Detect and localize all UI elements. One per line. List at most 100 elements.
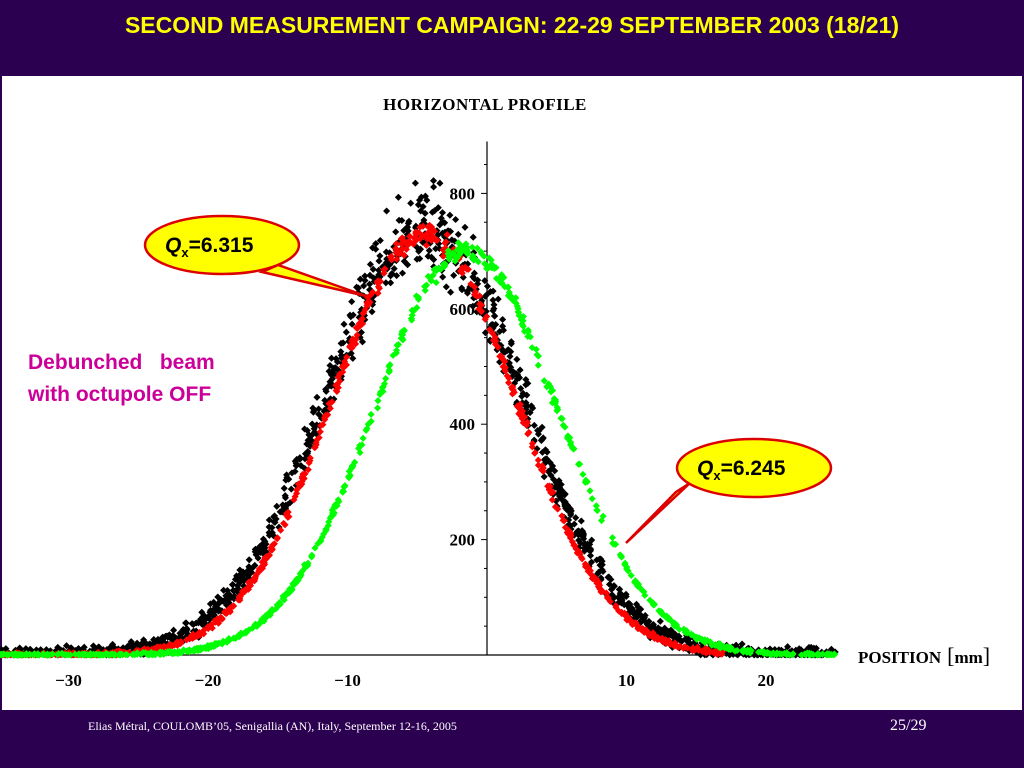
data-point [313, 393, 321, 401]
data-point [268, 545, 276, 553]
data-point [327, 371, 335, 379]
data-point [575, 548, 583, 556]
data-point [321, 396, 329, 404]
data-point [356, 275, 364, 283]
data-point [240, 587, 248, 595]
data-point [251, 573, 260, 581]
data-point [275, 599, 283, 607]
data-point [671, 634, 679, 642]
data-point [131, 641, 139, 649]
data-point [454, 239, 462, 247]
data-point [522, 381, 530, 389]
chart-title: HORIZONTAL PROFILE [383, 95, 587, 114]
data-point [754, 648, 763, 656]
annotation-line-1: Debunched beam [28, 351, 215, 374]
data-point [489, 307, 497, 315]
data-point [184, 647, 192, 655]
data-point [481, 292, 489, 300]
data-point [273, 502, 281, 510]
footer-bar [0, 710, 1024, 768]
data-point [340, 361, 348, 369]
callout-value: =6.315 [189, 234, 254, 257]
data-point [554, 490, 562, 498]
data-point [476, 292, 484, 300]
data-point [446, 251, 454, 259]
data-point [258, 564, 267, 572]
data-point [571, 541, 579, 549]
data-point [501, 367, 509, 375]
data-point [544, 467, 552, 476]
data-point [593, 507, 601, 515]
data-point [398, 269, 407, 277]
data-point [235, 593, 243, 601]
data-point [380, 266, 388, 274]
data-point [339, 339, 347, 347]
data-point [277, 526, 285, 534]
annotation-line-2: with octupole OFF [28, 383, 212, 406]
data-point [438, 218, 446, 226]
data-point [463, 250, 471, 258]
data-point [496, 352, 504, 360]
data-point [528, 344, 536, 352]
data-point [396, 248, 404, 256]
data-points [0, 177, 839, 659]
data-point [783, 651, 791, 659]
data-point [422, 241, 430, 249]
data-point [182, 619, 190, 627]
data-point [394, 341, 403, 349]
data-point [614, 593, 622, 601]
data-point [501, 348, 509, 356]
data-point [293, 489, 301, 497]
data-point [831, 650, 839, 658]
data-point [331, 364, 340, 372]
data-point [507, 340, 515, 348]
data-point [280, 519, 288, 527]
data-point [385, 368, 393, 376]
data-point [199, 615, 207, 623]
data-point [283, 471, 291, 479]
data-point [823, 650, 831, 658]
data-point [505, 291, 513, 299]
data-point [581, 560, 589, 568]
data-point [463, 289, 472, 297]
data-point [430, 183, 438, 191]
data-point [516, 366, 524, 374]
data-point [372, 240, 380, 248]
data-point [471, 283, 479, 291]
data-point [581, 541, 589, 550]
data-point [519, 317, 527, 325]
data-point [399, 239, 407, 247]
callout-qx-6245: Qx=6.245 [625, 437, 833, 544]
data-point [595, 584, 604, 592]
data-point [367, 410, 375, 418]
data-point [548, 496, 556, 504]
data-point [429, 233, 437, 241]
callout-symbol: Q [165, 234, 181, 257]
data-point [598, 561, 606, 569]
data-point [96, 651, 104, 659]
data-point [281, 492, 289, 500]
data-point [541, 446, 550, 454]
data-point [303, 426, 311, 435]
data-point [417, 207, 425, 215]
data-point [16, 651, 24, 659]
data-point [58, 650, 66, 658]
data-point [390, 265, 398, 273]
data-point [115, 651, 123, 659]
data-point [170, 626, 178, 634]
data-point [5, 651, 13, 659]
data-point [540, 377, 548, 385]
data-point [477, 301, 486, 309]
data-point [507, 363, 515, 371]
data-point [617, 552, 625, 560]
data-point [254, 554, 262, 562]
data-point [405, 217, 413, 225]
data-point [747, 647, 755, 655]
data-point [816, 651, 824, 659]
data-point [298, 478, 306, 486]
data-point [488, 264, 496, 272]
data-point [322, 385, 330, 393]
data-point [304, 466, 312, 474]
data-point [539, 434, 547, 442]
data-point [523, 391, 531, 399]
